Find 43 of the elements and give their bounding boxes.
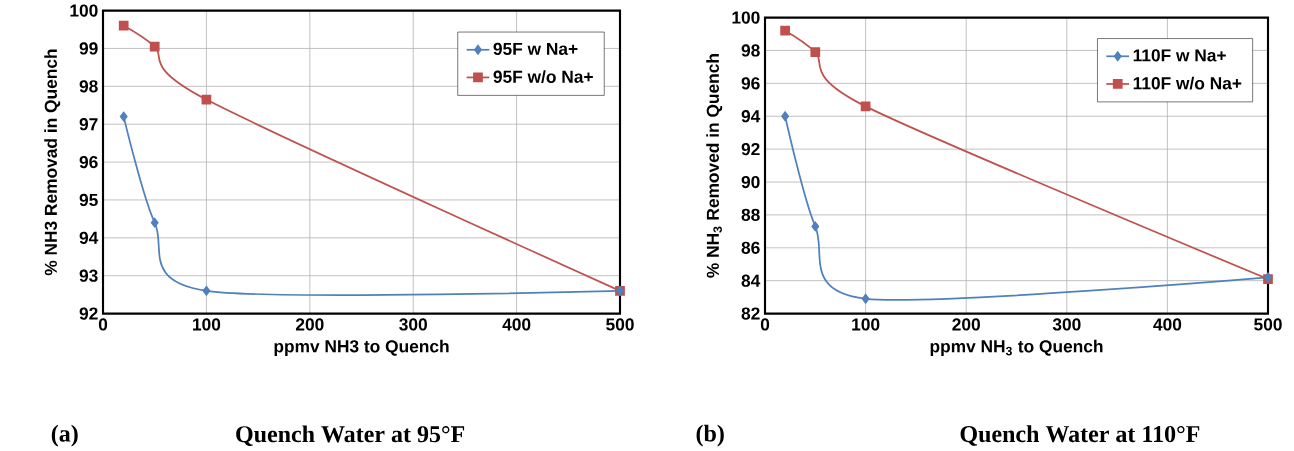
x-tick-label: 500 [1254, 318, 1282, 331]
legend-label: 110F w Na+ [1133, 49, 1226, 62]
y-tick-label: 96 [79, 155, 98, 169]
x-tick-label: 200 [952, 318, 980, 331]
y-tick-label: 84 [741, 274, 761, 287]
y-tick-label: 98 [79, 80, 98, 93]
x-tick-label: 500 [606, 318, 634, 331]
y-tick-label: 94 [79, 231, 99, 244]
y-tick-label: 82 [741, 307, 760, 320]
text: (b) [696, 424, 724, 447]
y-tick-label: 100 [732, 11, 760, 24]
x-tick-label: 100 [852, 318, 880, 331]
legend-label: 95F w Na+ [493, 42, 578, 55]
legend-label: 110F w/o Na+ [1133, 76, 1242, 90]
y-tick-label: 86 [741, 241, 760, 254]
y-axis-title: % NH3 Removad in Quench [44, 49, 61, 276]
x-tick-label: 300 [399, 318, 427, 331]
x-tick-label: 400 [1153, 318, 1182, 331]
y-tick-label: 92 [79, 307, 98, 320]
x-tick-label: 200 [295, 318, 324, 331]
y-tick-label: 90 [741, 175, 760, 189]
legend-label: 95F w/o Na+ [493, 70, 593, 84]
x-axis-title: ppmv NH$_{3}$ to Quench [930, 339, 1103, 356]
y-tick-label: 93 [79, 269, 98, 282]
y-axis-title: % NH$_{3}$ Removed in Quench [706, 54, 723, 278]
y-tick-label: 95 [79, 193, 98, 207]
x-tick-label: 0 [98, 318, 108, 331]
text: Quench Water at 95°F [236, 425, 465, 446]
y-tick-label: 98 [741, 44, 760, 57]
x-axis-title: ppmv NH3 to Quench [274, 339, 449, 356]
y-tick-label: 94 [741, 110, 761, 123]
x-tick-label: 300 [1052, 318, 1081, 331]
text: Quench Water at 110°F [960, 425, 1200, 446]
x-tick-label: 400 [502, 318, 531, 331]
y-tick-label: 100 [70, 4, 98, 17]
y-tick-label: 96 [741, 77, 760, 90]
y-tick-label: 92 [741, 142, 760, 156]
y-tick-label: 97 [79, 118, 98, 131]
y-tick-label: 88 [741, 208, 760, 222]
text: (a) [51, 424, 78, 447]
x-tick-label: 100 [193, 318, 221, 331]
y-tick-label: 99 [79, 42, 98, 55]
x-tick-label: 0 [760, 318, 770, 331]
